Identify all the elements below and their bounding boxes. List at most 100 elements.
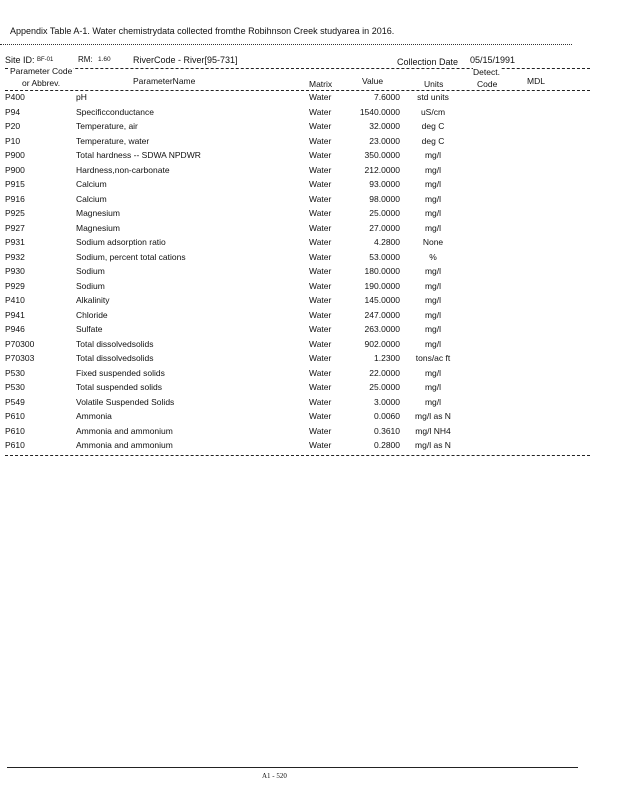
table-row: P610 Ammonia and ammonium Water 0.3610 mg/l …	[0, 426, 600, 440]
table-row: P94 Specificconductance Water 1540.0000 uS/c…	[0, 107, 600, 121]
units: mg/l as N	[415, 440, 451, 450]
value: 3.0000	[374, 396, 400, 407]
matrix: Water	[309, 411, 332, 421]
col-matrix: Matrix	[309, 79, 333, 89]
value: 1.2300	[374, 353, 400, 363]
parameter-name: Ammonia and ammonium	[76, 425, 173, 436]
value: 212.0000	[364, 164, 400, 175]
value: 32.0000	[369, 121, 400, 131]
parameter-code: P610	[5, 425, 25, 436]
units: mg/l NH4	[415, 425, 451, 436]
table-row: P400 pH Water 7.6000 std units	[0, 92, 600, 106]
units: deg C	[421, 121, 445, 131]
parameter-code: P941	[5, 309, 25, 320]
parameter-name: Magnesium	[76, 208, 120, 218]
units: mg/l	[424, 150, 442, 160]
table-row: P549 Volatile Suspended Solids Water 3.0000…	[0, 397, 600, 411]
matrix: Water	[309, 150, 332, 160]
table-row: P941 Chloride Water 247.0000 mg/l	[0, 310, 600, 324]
matrix: Water	[309, 164, 332, 175]
river-code: RiverCode - River[95-731]	[133, 55, 238, 65]
parameter-code: P927	[5, 222, 25, 233]
value: 350.0000	[364, 150, 400, 160]
value: 0.3610	[374, 425, 400, 436]
value: 247.0000	[364, 309, 400, 320]
table-row: P610 Ammonia Water 0.0060 mg/l as N	[0, 411, 600, 425]
parameter-name: Temperature, air	[76, 121, 138, 131]
table-row: P925 Magnesium Water 25.0000 mg/l	[0, 208, 600, 222]
col-mdl: MDL	[527, 76, 545, 86]
parameter-code: P70303	[5, 353, 35, 363]
parameter-name: Temperature, water	[76, 135, 150, 146]
matrix: Water	[309, 353, 332, 363]
value: 7.6000	[374, 92, 400, 102]
parameter-name: Volatile Suspended Solids	[76, 396, 175, 407]
parameter-name: Specificconductance	[76, 106, 154, 117]
divider	[5, 90, 590, 91]
parameter-code: P530	[5, 382, 25, 392]
matrix: Water	[309, 382, 332, 392]
col-value: Value	[362, 76, 384, 86]
value: 93.0000	[369, 179, 400, 189]
table-row: P900 Total hardness -- SDWA NPDWR Water 350…	[0, 150, 600, 164]
units: mg/l as N	[415, 411, 451, 421]
site-id-label: Site ID:	[5, 55, 35, 65]
parameter-name: Chloride	[76, 309, 108, 320]
matrix: Water	[309, 309, 332, 320]
units: deg C	[421, 135, 445, 146]
parameter-name: Total dissolvedsolids	[76, 338, 154, 349]
col-detect-line2: Code	[477, 79, 498, 89]
table-row: P932 Sodium, percent total cations Water 53…	[0, 252, 600, 266]
matrix: Water	[309, 106, 332, 117]
collection-date: 05/15/1991	[470, 55, 516, 65]
table-row: P20 Temperature, air Water 32.0000 deg C	[0, 121, 600, 135]
parameter-code: P925	[5, 208, 25, 218]
parameter-code: P915	[5, 179, 25, 189]
parameter-code: P916	[5, 193, 25, 204]
value: 0.2800	[374, 440, 400, 450]
value: 23.0000	[369, 135, 400, 146]
parameter-code: P900	[5, 150, 25, 160]
rm-value: 1.60	[98, 56, 111, 63]
units: mg/l	[424, 266, 442, 276]
units: mg/l	[424, 222, 442, 233]
matrix: Water	[309, 92, 332, 102]
parameter-code: P610	[5, 411, 25, 421]
value: 0.0060	[374, 411, 400, 421]
units: mg/l	[424, 280, 442, 291]
table-row: P610 Ammonia and ammonium Water 0.2800 mg/l …	[0, 440, 600, 454]
table-row: P929 Sodium Water 190.0000 mg/l	[0, 281, 600, 295]
units: mg/l	[424, 309, 442, 320]
units: mg/l	[424, 367, 442, 378]
table-title: Appendix Table A-1. Water chemistrydata …	[10, 26, 395, 36]
value: 22.0000	[369, 367, 400, 378]
value: 190.0000	[364, 280, 400, 291]
divider	[5, 68, 590, 69]
units: std units	[417, 92, 449, 102]
units: None	[422, 237, 444, 247]
value: 180.0000	[364, 266, 400, 276]
matrix: Water	[309, 121, 332, 131]
parameter-code: P410	[5, 295, 25, 305]
parameter-name: Sulfate	[76, 324, 103, 334]
parameter-name: Fixed suspended solids	[76, 367, 165, 378]
value: 1540.0000	[359, 106, 400, 117]
table-row: P70303 Total dissolvedsolids Water 1.2300 to…	[0, 353, 600, 367]
table-row: P530 Fixed suspended solids Water 22.0000 mg…	[0, 368, 600, 382]
divider	[0, 44, 572, 45]
parameter-code: P900	[5, 164, 25, 175]
parameter-name: Calcium	[76, 193, 107, 204]
col-name: ParameterName	[133, 76, 196, 86]
table-row: P915 Calcium Water 93.0000 mg/l	[0, 179, 600, 193]
parameter-code: P530	[5, 367, 25, 378]
footer-rule	[7, 767, 578, 768]
matrix: Water	[309, 280, 332, 291]
value: 902.0000	[364, 338, 400, 349]
col-code-line1: Parameter Code	[9, 66, 74, 76]
table-row: P530 Total suspended solids Water 25.0000 mg…	[0, 382, 600, 396]
table-row: P927 Magnesium Water 27.0000 mg/l	[0, 223, 600, 237]
parameter-name: Sodium, percent total cations	[76, 251, 186, 262]
units: tons/ac ft	[415, 353, 451, 363]
units: uS/cm	[420, 106, 446, 117]
parameter-code: P20	[5, 121, 21, 131]
